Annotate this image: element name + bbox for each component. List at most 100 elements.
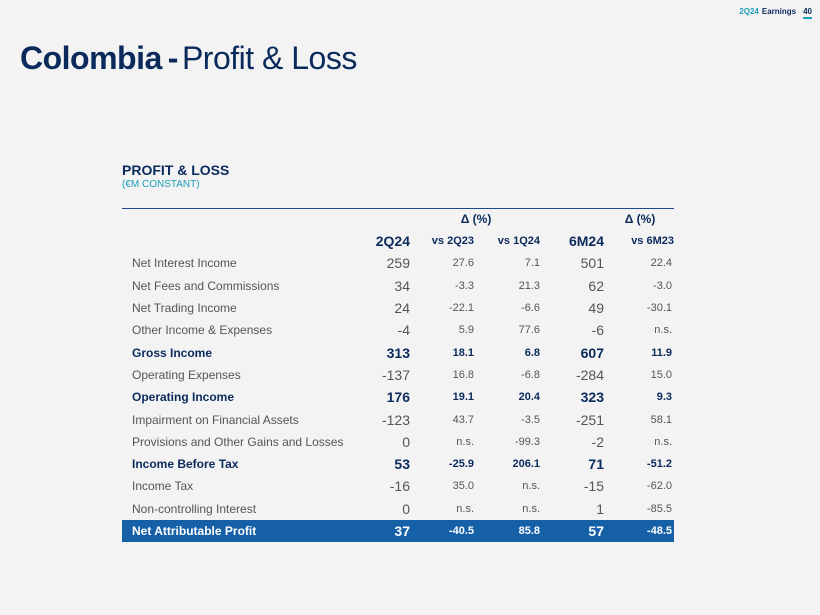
cell-6m24: 323 <box>580 389 604 406</box>
table-row: Net Trading Income 24 -22.1 -6.6 49 -30.… <box>122 297 674 319</box>
cell-vs-2q23: n.s. <box>456 502 474 515</box>
cell-vs-6m23: -48.5 <box>604 519 674 543</box>
page-title: Colombia - Profit & Loss <box>20 40 357 77</box>
cell-vs-2q23: n.s. <box>456 435 474 448</box>
cell-vs-2q23: -40.5 <box>410 519 474 543</box>
row-label: Net Interest Income <box>132 256 237 271</box>
cell-vs-1q24: -6.8 <box>521 368 540 381</box>
table-row: Non-controlling Interest 0 n.s. n.s. 1 -… <box>122 498 674 520</box>
delta-header-quarterly: Δ (%) <box>460 212 492 226</box>
cell-vs-1q24: 85.8 <box>474 519 540 543</box>
cell-vs-2q23: -22.1 <box>448 302 474 315</box>
cell-vs-6m23: 22.4 <box>650 257 672 270</box>
cell-vs-2q23: 18.1 <box>452 346 474 359</box>
cell-vs-6m23: n.s. <box>654 324 672 337</box>
cell-vs-2q23: 5.9 <box>458 324 474 337</box>
cell-vs-6m23: -51.2 <box>646 458 672 471</box>
table-row: Net Fees and Commissions 34 -3.3 21.3 62… <box>122 275 674 297</box>
table-row: Operating Expenses -137 16.8 -6.8 -284 1… <box>122 364 674 386</box>
title-country: Colombia <box>20 40 162 76</box>
col-header-vs-2q23: vs 2Q23 <box>431 235 474 248</box>
cell-6m24: -6 <box>591 322 604 339</box>
cell-vs-6m23: 58.1 <box>650 413 672 426</box>
table-row: Income Tax -16 35.0 n.s. -15 -62.0 <box>122 475 674 497</box>
title-separator: - <box>167 40 179 76</box>
cell-vs-6m23: -85.5 <box>646 502 672 515</box>
cell-2q24: 259 <box>386 255 410 272</box>
cell-vs-2q23: 19.1 <box>452 391 474 404</box>
cell-vs-6m23: n.s. <box>654 435 672 448</box>
row-label: Provisions and Other Gains and Losses <box>132 434 344 449</box>
cell-2q24: -16 <box>389 478 410 495</box>
cell-vs-2q23: 16.8 <box>452 368 474 381</box>
cell-2q24: 34 <box>394 277 410 294</box>
cell-6m24: -15 <box>583 478 604 495</box>
table-row-subtotal: Operating Income 176 19.1 20.4 323 9.3 <box>122 386 674 408</box>
cell-6m24: 57 <box>540 519 604 543</box>
row-label: Net Fees and Commissions <box>132 278 280 293</box>
col-header-6m24: 6M24 <box>568 233 604 250</box>
cell-vs-1q24: 21.3 <box>518 279 540 292</box>
cell-6m24: 1 <box>596 500 604 517</box>
cell-2q24: 0 <box>402 433 410 450</box>
row-label: Impairment on Financial Assets <box>132 412 299 427</box>
cell-vs-6m23: -3.0 <box>653 279 672 292</box>
table-row-subtotal: Gross Income 313 18.1 6.8 607 11.9 <box>122 341 674 363</box>
row-label: Other Income & Expenses <box>132 323 273 338</box>
cell-2q24: 53 <box>394 456 410 473</box>
row-label: Income Before Tax <box>132 457 239 472</box>
table-header-row: 2Q24 vs 2Q23 vs 1Q24 6M24 vs 6M23 <box>122 230 674 252</box>
col-header-vs-6m23: vs 6M23 <box>631 235 674 248</box>
cell-2q24: 0 <box>402 500 410 517</box>
section-subtitle: (€M CONSTANT) <box>122 179 200 190</box>
cell-6m24: -2 <box>591 433 604 450</box>
cell-vs-6m23: 15.0 <box>650 368 672 381</box>
cell-vs-2q23: -25.9 <box>448 458 474 471</box>
table-top-rule <box>122 208 674 209</box>
delta-header-halfyear: Δ (%) <box>624 212 656 226</box>
col-header-vs-1q24: vs 1Q24 <box>497 235 540 248</box>
cell-6m24: -251 <box>575 411 604 428</box>
row-label: Non-controlling Interest <box>132 501 257 516</box>
header-label-cell <box>122 230 358 252</box>
cell-6m24: 62 <box>588 277 604 294</box>
col-header-2q24: 2Q24 <box>375 233 410 250</box>
cell-vs-6m23: 9.3 <box>656 391 672 404</box>
cell-6m24: 501 <box>580 255 604 272</box>
cell-vs-2q23: 43.7 <box>452 413 474 426</box>
cell-2q24: 176 <box>386 389 410 406</box>
cell-vs-1q24: 206.1 <box>512 458 540 471</box>
table-row-total: Net Attributable Profit 37 -40.5 85.8 57… <box>122 519 674 543</box>
pnl-table: 2Q24 vs 2Q23 vs 1Q24 6M24 vs 6M23 Net In… <box>122 230 674 543</box>
row-label: Income Tax <box>132 479 194 494</box>
cell-2q24: 313 <box>386 344 410 361</box>
header-quarter: 2Q24 <box>739 7 759 16</box>
table-row: Net Interest Income 259 27.6 7.1 501 22.… <box>122 252 674 274</box>
cell-6m24: 607 <box>580 344 604 361</box>
cell-vs-6m23: 11.9 <box>651 346 672 359</box>
cell-2q24: -137 <box>381 366 410 383</box>
cell-6m24: 71 <box>588 456 604 473</box>
cell-vs-1q24: 7.1 <box>524 257 540 270</box>
table-row: Provisions and Other Gains and Losses 0 … <box>122 431 674 453</box>
cell-vs-1q24: -99.3 <box>514 435 540 448</box>
cell-6m24: 49 <box>588 300 604 317</box>
cell-vs-2q23: 35.0 <box>452 480 474 493</box>
table-row: Other Income & Expenses -4 5.9 77.6 -6 n… <box>122 319 674 341</box>
cell-2q24: 37 <box>358 519 410 543</box>
page-header: 2Q24 Earnings 40 <box>739 7 812 19</box>
cell-vs-2q23: 27.6 <box>452 257 474 270</box>
row-label: Operating Income <box>132 390 235 405</box>
cell-vs-2q23: -3.3 <box>455 279 474 292</box>
header-label: Earnings <box>761 7 797 16</box>
cell-2q24: 24 <box>394 300 410 317</box>
cell-vs-1q24: -3.5 <box>521 413 540 426</box>
cell-vs-1q24: n.s. <box>522 480 540 493</box>
cell-vs-1q24: n.s. <box>522 502 540 515</box>
row-label: Net Attributable Profit <box>122 519 358 543</box>
page-number: 40 <box>803 7 812 19</box>
section-title: PROFIT & LOSS <box>122 162 230 178</box>
row-label: Gross Income <box>132 345 213 360</box>
cell-vs-6m23: -62.0 <box>646 480 672 493</box>
cell-vs-1q24: 6.8 <box>524 346 540 359</box>
